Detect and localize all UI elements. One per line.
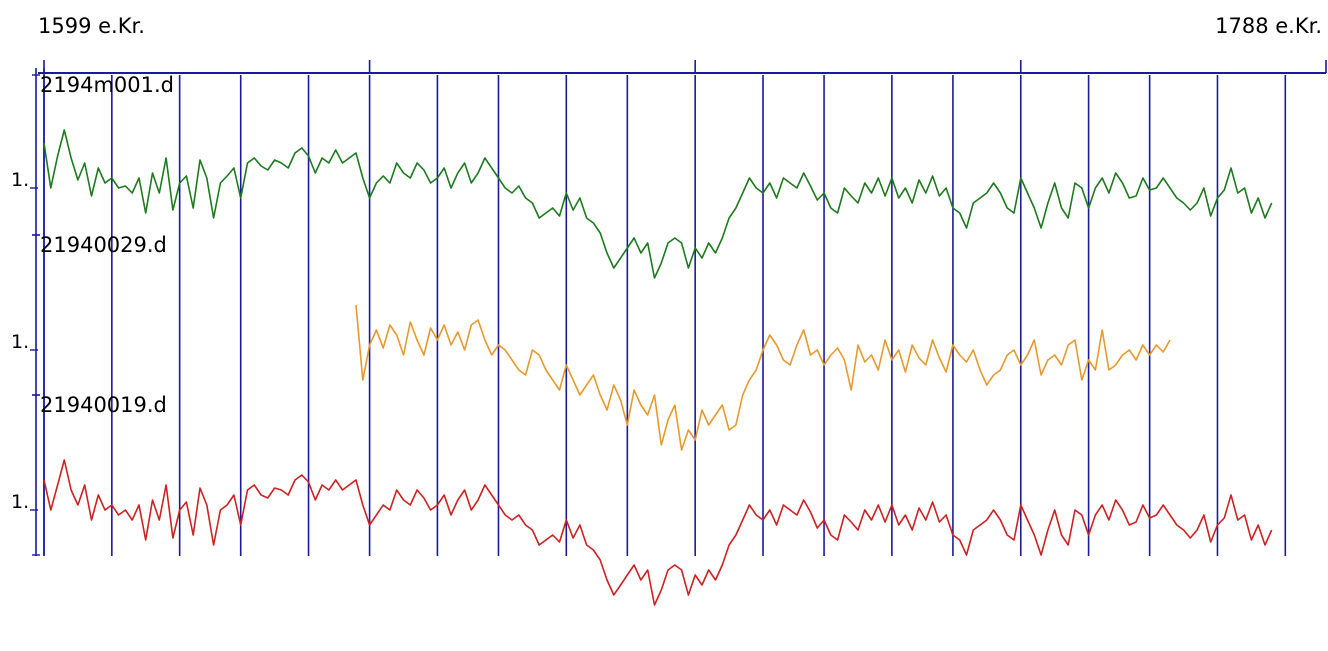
series-name-label: 21940019.d	[40, 393, 167, 417]
axes: 1. 2194m001.d 1. 21940029.d 1. 21940019.d	[11, 60, 1326, 556]
series-name-label: 2194m001.d	[40, 73, 174, 97]
series-line	[44, 460, 1272, 605]
series-name-label: 21940029.d	[40, 233, 167, 257]
labels: 1599 e.Kr. 1788 e.Kr.	[38, 14, 1322, 38]
y-tick-label: 1.	[11, 169, 29, 191]
series-lines	[44, 130, 1272, 605]
y-tick-label: 1.	[11, 331, 29, 353]
x-end-label: 1788 e.Kr.	[1215, 14, 1322, 38]
y-tick-label: 1.	[11, 491, 29, 513]
series-line	[44, 130, 1272, 278]
x-start-label: 1599 e.Kr.	[38, 14, 145, 38]
grid-lines	[44, 75, 1285, 556]
